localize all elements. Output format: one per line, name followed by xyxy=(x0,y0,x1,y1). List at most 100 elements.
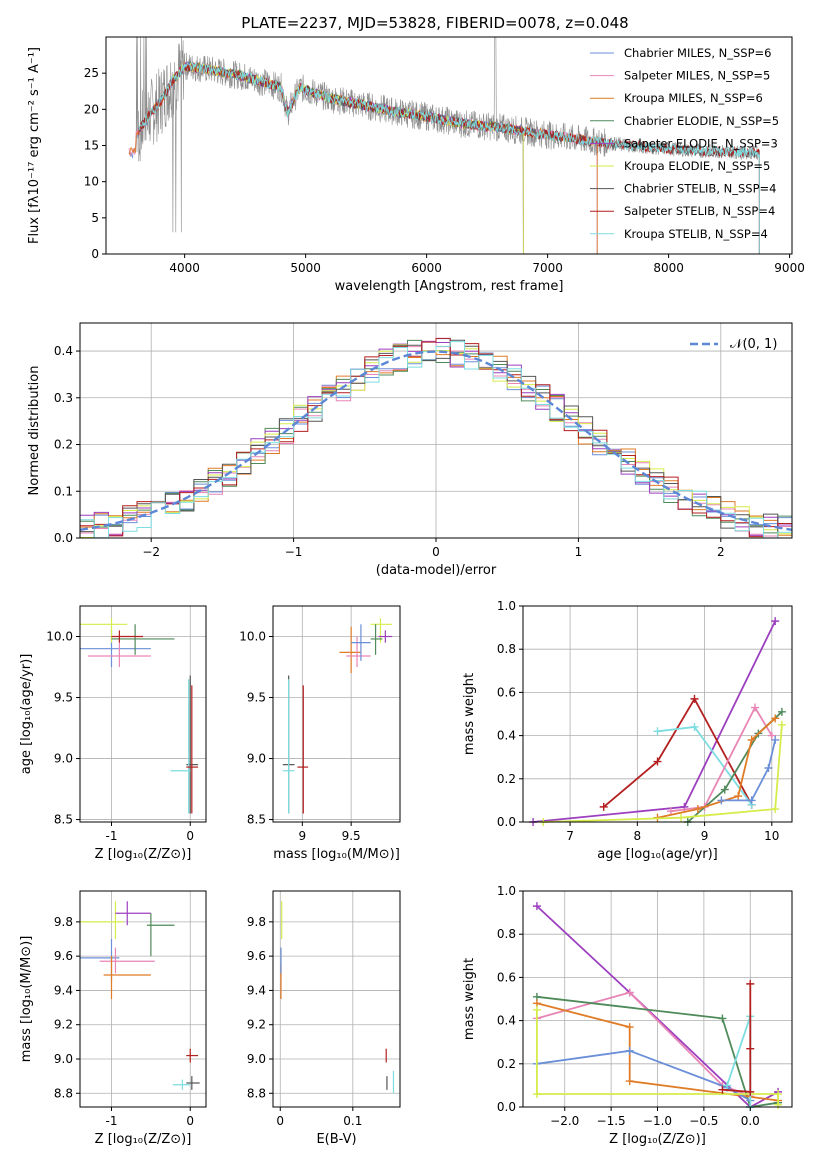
x-tick-label: −2.0 xyxy=(550,1114,579,1128)
x-tick-label: 0.1 xyxy=(343,1114,362,1128)
figure-title: PLATE=2237, MJD=53828, FIBERID=0078, z=0… xyxy=(241,14,628,32)
y-tick-label: 9.4 xyxy=(54,983,73,997)
weight-point xyxy=(764,764,773,772)
y-tick-label: 25 xyxy=(84,66,99,80)
x-tick-label: 8000 xyxy=(653,261,684,275)
weight-point xyxy=(718,1014,727,1023)
y-tick-label: 10.0 xyxy=(239,630,266,644)
y-tick-label: 8.5 xyxy=(247,813,266,827)
y-axis-label: Flux [fλ10⁻¹⁷ erg cm⁻² s⁻¹ A⁻¹] xyxy=(27,47,42,244)
weight-point xyxy=(720,785,729,794)
legend-entry: Salpeter MILES, N_SSP=5 xyxy=(624,69,770,83)
y-tick-label: 9.0 xyxy=(247,752,266,766)
x-tick-label: −2 xyxy=(142,545,160,559)
axes-frame xyxy=(79,605,207,823)
y-tick-label: 9.0 xyxy=(54,752,73,766)
model-fit-line xyxy=(172,60,524,254)
y-tick-label: 9.5 xyxy=(247,691,266,705)
x-axis-label: age [log₁₀(age/yr)] xyxy=(597,847,718,862)
x-tick-label: 0 xyxy=(186,829,194,843)
x-tick-label: 0 xyxy=(432,545,440,559)
weight-line xyxy=(670,705,773,813)
x-tick-label: 8 xyxy=(634,829,642,843)
weight-point xyxy=(746,1087,755,1096)
y-tick-label: 10.0 xyxy=(46,630,73,644)
y-tick-label: 1.0 xyxy=(497,884,516,898)
x-tick-label: 2 xyxy=(717,545,725,559)
weight-vs-age-panel: 7 8 9 10 0.0 0.2 0.4 0.6 0.8 1.0 age [log₁₀(age/yr… xyxy=(462,599,793,862)
weight-point xyxy=(718,1085,727,1094)
x-tick-label: −1 xyxy=(285,545,303,559)
residual-histogram xyxy=(80,341,792,538)
model-fit-line xyxy=(172,62,524,254)
x-tick-label: 4000 xyxy=(169,261,200,275)
x-tick-label: −0.5 xyxy=(689,1114,718,1128)
weight-line xyxy=(543,724,783,823)
weight-point xyxy=(625,988,634,997)
weight-point xyxy=(677,813,686,822)
residuals-plot-area xyxy=(80,337,792,538)
weight-point xyxy=(666,807,675,816)
weight-point xyxy=(777,720,786,729)
y-tick-label: 1.0 xyxy=(497,599,516,613)
model-fit-line xyxy=(172,61,524,254)
y-tick-label: 9.2 xyxy=(247,1018,266,1032)
y-tick-label: 0.6 xyxy=(497,685,516,699)
x-tick-label: −1.0 xyxy=(643,1114,672,1128)
y-axis-label: mass [log₁₀(M/M⊙)] xyxy=(19,936,34,1063)
x-tick-label: 7000 xyxy=(532,261,563,275)
y-axis-label: age [log₁₀(age/yr)] xyxy=(19,654,34,775)
weight-line xyxy=(536,991,751,1098)
weight-point xyxy=(746,1044,755,1053)
x-tick-label: 9.5 xyxy=(342,829,361,843)
legend-entry: Kroupa STELIB, N_SSP=4 xyxy=(624,227,768,241)
weight-point xyxy=(599,802,608,811)
weight-point xyxy=(751,703,760,712)
x-tick-label: 10 xyxy=(764,829,779,843)
panels: 4000 5000 6000 7000 8000 90000510152025wavele… xyxy=(19,36,805,1147)
y-tick-label: 8.5 xyxy=(54,813,73,827)
legend-entry: 𝒩(0, 1) xyxy=(730,337,777,352)
y-tick-label: 9.6 xyxy=(247,949,266,963)
x-axis-label: wavelength [Angstrom, rest frame] xyxy=(335,279,564,294)
y-tick-label: 8.8 xyxy=(247,1086,266,1100)
weight-line xyxy=(603,697,753,808)
x-tick-label: 9 xyxy=(298,829,306,843)
axes-frame xyxy=(272,605,401,823)
weight-point xyxy=(774,1100,783,1109)
legend-entry: Kroupa ELODIE, N_SSP=5 xyxy=(624,159,770,173)
axes-frame xyxy=(79,890,207,1108)
y-tick-label: 0.8 xyxy=(497,642,516,656)
y-axis-label: mass weight xyxy=(462,673,477,755)
y-tick-label: 0.1 xyxy=(54,484,73,498)
observed-spectrum xyxy=(135,37,760,233)
weight-line xyxy=(536,995,779,1109)
y-tick-label: 0.4 xyxy=(497,729,516,743)
legend-entry: Kroupa MILES, N_SSP=6 xyxy=(624,91,763,105)
weight-point xyxy=(653,757,662,766)
y-tick-label: 20 xyxy=(84,102,99,116)
weight-line xyxy=(722,983,752,1093)
spectrum-panel: 4000 5000 6000 7000 8000 9000 0 5 10 15 20 25 wavele… xyxy=(27,36,805,294)
weight-point xyxy=(693,805,702,814)
y-tick-label: 0 xyxy=(91,247,99,261)
y-tick-label: 15 xyxy=(84,139,99,153)
y-tick-label: 0.0 xyxy=(54,531,73,545)
x-tick-label: −1.5 xyxy=(597,1114,626,1128)
weight-point xyxy=(532,1005,541,1014)
legend-entry: Chabrier MILES, N_SSP=6 xyxy=(624,46,771,60)
y-tick-label: 9.5 xyxy=(54,691,73,705)
y-tick-label: 5 xyxy=(91,211,99,225)
age-vs-metallicity-panel: -1 0 8.5 9.0 9.5 10.0 Z [log₁₀(Z/Z⊙)] age [log₁… xyxy=(19,605,207,862)
axes-frame xyxy=(522,605,793,823)
x-axis-label: Z [log₁₀(Z/Z⊙)] xyxy=(95,847,192,862)
y-tick-label: 0.0 xyxy=(497,1100,516,1114)
weight-point xyxy=(690,694,699,703)
x-axis-label: Z [log₁₀(Z/Z⊙)] xyxy=(95,1132,192,1147)
weight-point xyxy=(747,796,756,805)
x-axis-label: (data-model)/error xyxy=(376,563,497,578)
weight-line xyxy=(536,1009,779,1105)
y-tick-label: 9.0 xyxy=(54,1052,73,1066)
residuals-panel: −2 −1 0 1 2 0.0 0.1 0.2 0.3 0.4 (data-model)/error… xyxy=(27,322,793,578)
